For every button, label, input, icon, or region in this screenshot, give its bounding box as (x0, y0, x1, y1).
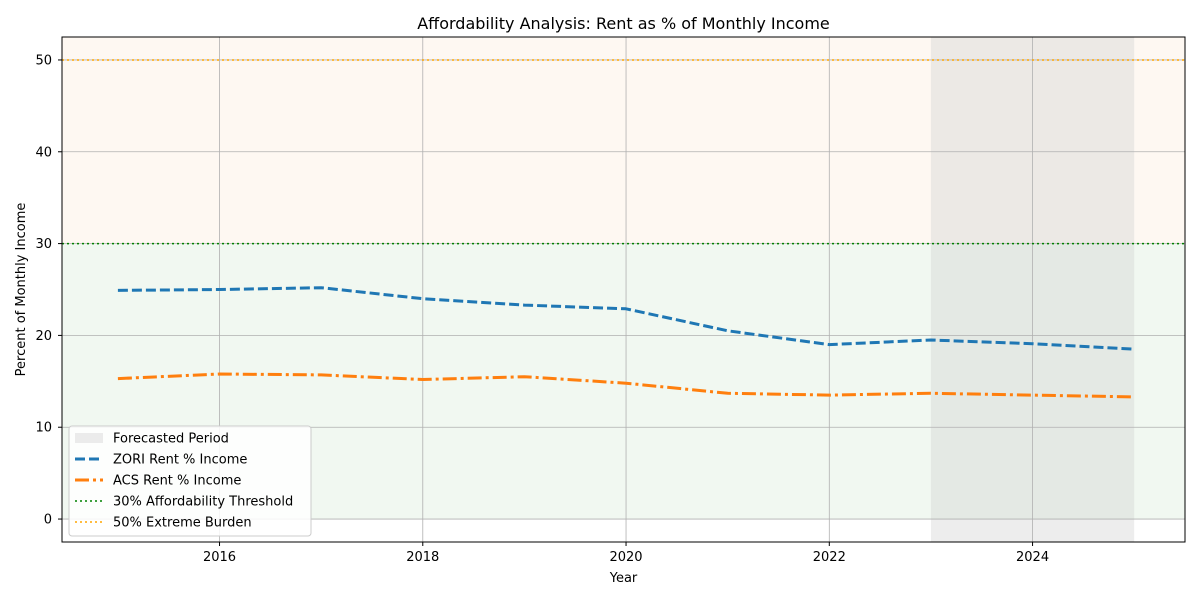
data-point (421, 297, 424, 300)
data-point (320, 286, 323, 289)
reference-lines (62, 59, 1185, 245)
data-point (726, 392, 729, 395)
data-series (116, 286, 1136, 399)
y-axis-ticks: 0 10 20 30 40 50 (35, 53, 62, 528)
data-point (320, 373, 323, 376)
legend-swatch (75, 433, 103, 443)
x-tick-label: 2022 (813, 550, 846, 565)
data-point (726, 329, 729, 332)
data-point (523, 304, 526, 307)
data-point (218, 372, 221, 375)
legend-label: ACS Rent % Income (113, 474, 241, 489)
x-tick-label: 2018 (406, 550, 439, 565)
data-point (625, 307, 628, 310)
legend-label: 50% Extreme Burden (113, 516, 252, 531)
x-tick-label: 2020 (609, 550, 642, 565)
legend: Forecasted Period ZORI Rent % Income ACS R… (68, 425, 312, 537)
data-point (1031, 394, 1034, 397)
legend-box (68, 425, 312, 537)
series-line-1 (117, 372, 1135, 399)
y-tick-label: 10 (35, 421, 52, 436)
x-axis-ticks: 2016 2018 2020 2022 2024 (203, 542, 1049, 565)
data-point (116, 289, 119, 292)
data-point (1133, 348, 1136, 351)
y-tick-label: 30 (35, 237, 52, 252)
y-tick-label: 50 (35, 53, 52, 68)
data-point (929, 339, 932, 342)
y-tick-label: 0 (44, 513, 52, 528)
chart-title: Affordability Analysis: Rent as % of Mon… (417, 14, 830, 33)
data-point (1133, 395, 1136, 398)
plot-frame (61, 36, 1186, 543)
data-point (929, 392, 932, 395)
data-point (828, 343, 831, 346)
x-tick-label: 2016 (203, 550, 236, 565)
y-axis-label: Percent of Monthly Income (14, 203, 29, 377)
data-point (828, 394, 831, 397)
y-tick-label: 40 (35, 145, 52, 160)
x-tick-label: 2024 (1016, 550, 1049, 565)
data-point (116, 377, 119, 380)
legend-label: ZORI Rent % Income (113, 453, 247, 468)
x-axis-label: Year (609, 571, 638, 586)
legend-label: Forecasted Period (113, 432, 229, 447)
series-line-0 (117, 286, 1135, 351)
data-point (625, 382, 628, 385)
shaded-band-1 (62, 37, 1185, 244)
data-point (1031, 342, 1034, 345)
legend-label: 30% Affordability Threshold (113, 495, 293, 510)
data-point (523, 375, 526, 378)
y-tick-label: 20 (35, 329, 52, 344)
data-point (421, 378, 424, 381)
data-point (218, 288, 221, 291)
